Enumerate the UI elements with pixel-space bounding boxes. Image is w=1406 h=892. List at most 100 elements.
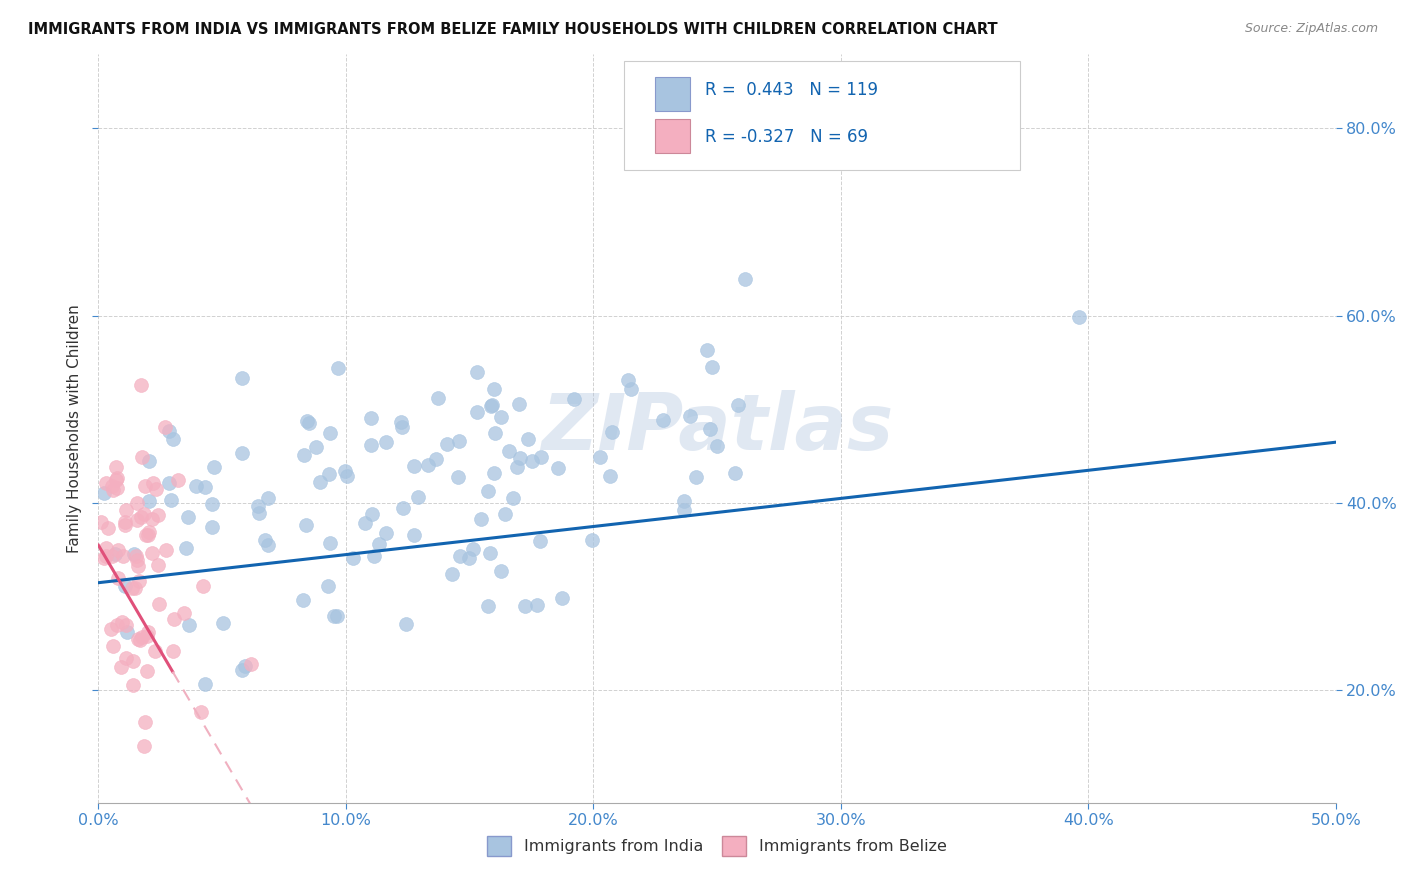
Point (141, 512, 163, 526)
Point (177, 510, 200, 524)
Point (256, 491, 278, 506)
Point (509, 451, 531, 466)
Point (191, 579, 214, 593)
Point (520, 454, 543, 468)
FancyBboxPatch shape (624, 61, 1021, 169)
Point (672, 494, 695, 508)
Point (96, 549, 118, 563)
Point (131, 450, 153, 465)
Point (389, 415, 412, 429)
Point (132, 508, 155, 522)
Point (127, 559, 149, 574)
Point (257, 538, 280, 552)
Point (498, 444, 520, 458)
Point (125, 552, 148, 566)
Point (114, 579, 136, 593)
Point (673, 503, 696, 517)
Point (367, 537, 389, 551)
Point (489, 564, 512, 578)
Point (449, 549, 471, 563)
Point (318, 425, 340, 440)
Point (103, 483, 125, 497)
Point (478, 545, 501, 559)
Point (247, 506, 270, 520)
Point (402, 528, 425, 542)
Point (105, 471, 128, 485)
FancyBboxPatch shape (655, 120, 690, 153)
Point (135, 628, 157, 642)
Text: ZIPatlas: ZIPatlas (541, 390, 893, 467)
Point (482, 382, 505, 396)
Point (696, 343, 718, 357)
Point (581, 533, 603, 548)
Point (93, 486, 115, 500)
Point (136, 625, 159, 640)
Point (114, 618, 136, 632)
Point (138, 454, 160, 468)
Point (482, 466, 505, 480)
Point (194, 676, 217, 690)
Point (134, 714, 156, 729)
Point (465, 365, 488, 379)
Point (121, 654, 143, 668)
Point (105, 481, 128, 495)
Point (292, 593, 315, 607)
Point (342, 550, 364, 565)
Point (201, 497, 224, 511)
FancyBboxPatch shape (655, 77, 690, 111)
Point (477, 483, 499, 498)
Point (124, 581, 146, 595)
Legend: Immigrants from India, Immigrants from Belize: Immigrants from India, Immigrants from B… (481, 830, 953, 863)
Point (394, 617, 416, 632)
Point (186, 479, 208, 493)
Point (97, 520, 120, 534)
Point (132, 739, 155, 753)
Point (125, 514, 148, 528)
Point (128, 574, 150, 589)
Point (470, 512, 492, 526)
Point (562, 392, 585, 407)
Point (440, 566, 463, 581)
Point (125, 549, 148, 563)
Point (101, 640, 124, 654)
Point (129, 377, 152, 392)
Point (194, 480, 217, 494)
Point (201, 520, 224, 534)
Point (107, 543, 129, 558)
Point (458, 551, 481, 566)
Point (90, 515, 112, 529)
Point (484, 425, 506, 440)
Point (363, 549, 385, 563)
Point (157, 424, 180, 438)
Point (551, 591, 574, 605)
Point (326, 361, 349, 376)
Point (166, 473, 188, 487)
Point (136, 664, 159, 678)
Point (318, 467, 340, 481)
Point (508, 397, 530, 411)
Point (322, 609, 344, 624)
Point (685, 470, 707, 484)
Point (212, 615, 235, 630)
Point (160, 493, 183, 508)
Point (620, 382, 643, 396)
Point (94, 475, 117, 490)
Point (426, 392, 449, 406)
Point (360, 438, 382, 452)
Point (298, 416, 321, 430)
Point (305, 440, 328, 454)
Point (138, 493, 160, 508)
Point (406, 490, 429, 504)
Point (114, 651, 136, 665)
Point (447, 434, 470, 449)
Point (529, 533, 551, 548)
Point (416, 458, 439, 472)
Point (105, 617, 128, 632)
Point (589, 450, 612, 465)
Point (679, 409, 702, 423)
Point (107, 571, 129, 585)
Point (353, 516, 375, 530)
Point (336, 469, 359, 483)
Point (295, 517, 318, 532)
Text: R = -0.327   N = 69: R = -0.327 N = 69 (704, 128, 868, 146)
